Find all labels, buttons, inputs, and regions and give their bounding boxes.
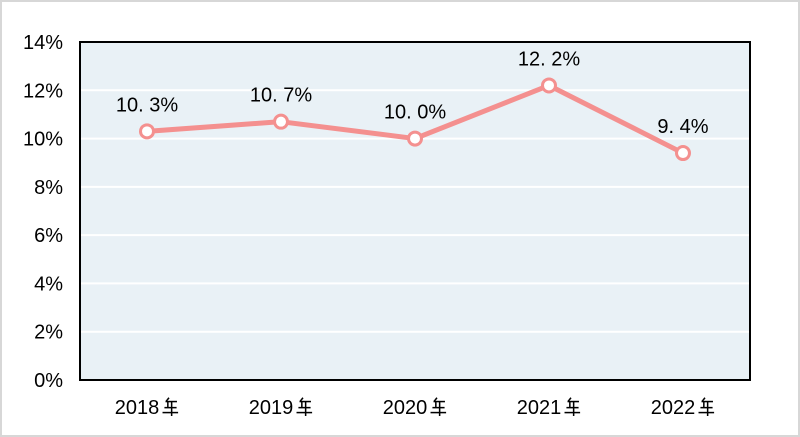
plot-area-border: [79, 41, 751, 381]
y-axis-tick-label: 12%: [23, 80, 63, 102]
data-point-label: 10. 3%: [116, 94, 178, 116]
year-character-glyph: [162, 397, 179, 416]
data-point-marker: [407, 130, 423, 147]
data-point-marker: [139, 123, 155, 140]
data-point-label: 10. 0%: [384, 102, 446, 124]
data-point-label: 12. 2%: [518, 48, 580, 70]
y-axis-tick-label: 8%: [34, 177, 63, 199]
year-character-glyph: [564, 397, 581, 416]
y-axis-tick-label: 14%: [23, 32, 63, 54]
y-axis-tick-label: 4%: [34, 273, 63, 295]
x-axis-tick-label: 2021: [517, 397, 562, 419]
year-character-glyph: [296, 397, 313, 416]
year-character-glyph: [430, 397, 447, 416]
year-character-glyph: [698, 397, 715, 416]
data-point-marker: [273, 113, 289, 130]
y-axis-tick-label: 0%: [34, 370, 63, 392]
data-point-label: 9. 4%: [657, 116, 708, 138]
x-axis-tick-label: 2020: [383, 397, 428, 419]
x-axis-tick-label: 2018: [115, 397, 160, 419]
x-axis-tick-label: 2022: [651, 397, 696, 419]
data-point-marker: [675, 145, 691, 162]
y-axis-tick-label: 6%: [34, 225, 63, 247]
y-axis-tick-label: 2%: [34, 322, 63, 344]
data-point-label: 10. 7%: [250, 85, 312, 107]
x-axis-tick-label: 2019: [249, 397, 294, 419]
y-axis-tick-label: 10%: [23, 129, 63, 151]
data-point-marker: [541, 77, 557, 94]
plot-area-background: [80, 42, 750, 380]
